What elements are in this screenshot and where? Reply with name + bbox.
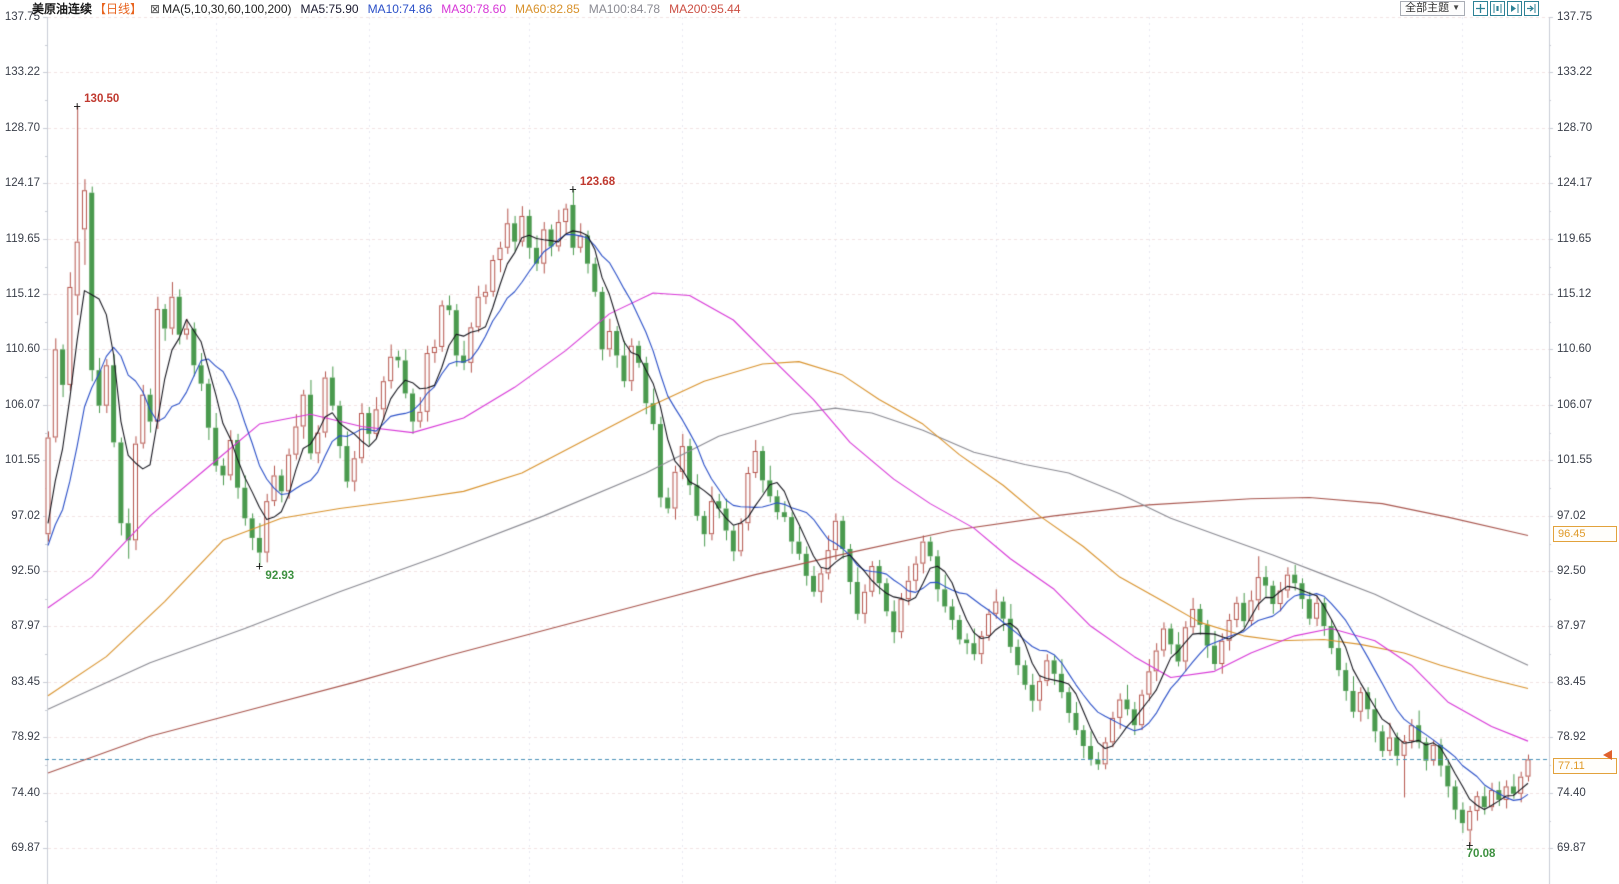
ma-value-0: MA5:75.90	[300, 1, 359, 16]
y-axis-label-left-3: 124.17	[4, 177, 40, 190]
y-axis-label-left-10: 92.50	[11, 564, 40, 577]
y-axis-label-right-14: 74.40	[1557, 786, 1586, 799]
extreme-price-label-0: 130.50	[84, 92, 120, 105]
ma-params-label: MA(5,10,30,60,100,200)	[162, 1, 292, 16]
latest-price-arrow-icon	[1603, 750, 1612, 761]
ma-value-2: MA30:78.60	[441, 1, 506, 16]
axis-scale-icon[interactable]	[1490, 0, 1505, 16]
y-axis-label-right-7: 106.07	[1557, 398, 1593, 411]
period-label: 【日线】	[94, 2, 143, 16]
y-axis-label-left-6: 110.60	[5, 343, 40, 356]
y-axis-label-right-8: 101.55	[1557, 454, 1593, 467]
play-forward-icon[interactable]	[1507, 0, 1522, 16]
y-axis-label-right-13: 78.92	[1557, 731, 1586, 744]
y-axis-label-left-4: 119.65	[5, 232, 40, 245]
y-axis-label-right-0: 137.75	[1557, 11, 1593, 23]
y-axis-label-left-2: 128.70	[4, 121, 40, 134]
y-axis-label-left-11: 87.97	[11, 620, 40, 633]
last-price-tag: 77.11	[1553, 758, 1617, 775]
y-axis-label-left-8: 101.55	[4, 454, 40, 467]
y-axis-label-right-15: 69.87	[1557, 842, 1586, 854]
y-axis-label-left-7: 106.07	[4, 398, 40, 411]
y-axis-label-left-5: 115.12	[5, 288, 40, 301]
y-axis-label-right-12: 83.45	[1557, 675, 1586, 688]
extreme-marker-icon-0: +	[73, 98, 81, 114]
y-axis-label-left-9: 97.02	[11, 509, 40, 522]
y-axis-label-right-9: 97.02	[1557, 509, 1586, 522]
y-axis-label-right-5: 115.12	[1557, 288, 1592, 301]
y-axis-label-right-3: 124.17	[1557, 177, 1593, 190]
y-axis-label-left-1: 133.22	[4, 66, 40, 79]
theme-dropdown-label: 全部主题	[1405, 2, 1450, 14]
y-axis-label-left-13: 78.92	[11, 731, 40, 744]
extreme-price-label-2: 92.93	[265, 569, 295, 582]
y-axis-label-left-0: 137.75	[4, 11, 40, 23]
extreme-price-label-3: 70.08	[1466, 848, 1496, 861]
pan-icon[interactable]	[1473, 0, 1488, 16]
y-axis-label-left-15: 69.87	[11, 842, 40, 854]
y-axis-label-right-10: 92.50	[1557, 564, 1586, 577]
y-axis-label-left-12: 83.45	[11, 675, 40, 688]
chart-toolbar: 全部主题 ▼	[1400, 0, 1539, 16]
y-axis-label-right-11: 87.97	[1557, 620, 1586, 633]
ma-values: MA5:75.90 MA10:74.86 MA30:78.60 MA60:82.85 M…	[292, 2, 741, 16]
chart-legend: 美原油连续 【日线】 ⊠ MA(5,10,30,60,100,200) MA5:…	[32, 1, 741, 17]
symbol-title: 美原油连续	[32, 2, 93, 16]
extreme-price-label-1: 123.68	[579, 176, 616, 189]
indicator-settings-icon[interactable]: ⊠	[150, 1, 161, 16]
ma-value-4: MA100:84.78	[588, 1, 661, 16]
extreme-marker-icon-2: +	[255, 558, 264, 574]
y-axis-label-right-4: 119.65	[1557, 232, 1592, 245]
right-axis-tag-9645: 96.45	[1553, 525, 1617, 542]
y-axis-label-left-14: 74.40	[11, 786, 40, 799]
ma-value-3: MA60:82.85	[515, 1, 580, 16]
jump-to-latest-icon[interactable]	[1524, 0, 1539, 16]
y-axis-label-right-2: 128.70	[1557, 121, 1593, 134]
ma-value-5: MA200:95.44	[669, 1, 741, 16]
extreme-marker-icon-3: +	[1465, 837, 1474, 853]
ma-value-1: MA10:74.86	[367, 1, 433, 16]
extreme-marker-icon-1: +	[569, 181, 577, 197]
theme-dropdown-button[interactable]: 全部主题 ▼	[1400, 0, 1465, 16]
chevron-down-icon: ▼	[1452, 3, 1460, 12]
y-axis-label-right-6: 110.60	[1557, 343, 1592, 356]
toolbar-icon-group	[1471, 0, 1539, 16]
y-axis-label-right-1: 133.22	[1557, 66, 1593, 79]
